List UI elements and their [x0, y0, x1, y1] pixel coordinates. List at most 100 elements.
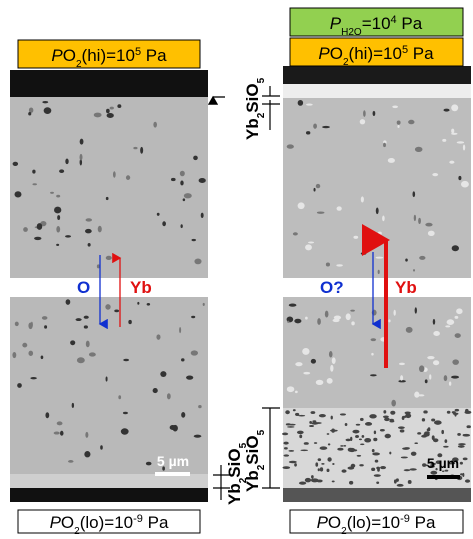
- particle: [414, 215, 416, 221]
- particle: [89, 352, 96, 356]
- pore: [417, 432, 421, 435]
- particle: [84, 451, 90, 457]
- pore: [408, 480, 412, 484]
- particle: [60, 431, 64, 436]
- text-part: (hi)=10: [82, 46, 135, 65]
- particle: [397, 125, 399, 128]
- pore: [458, 443, 466, 445]
- particle: [34, 237, 41, 240]
- pore: [372, 449, 375, 452]
- particle: [428, 231, 435, 236]
- pore: [350, 437, 352, 441]
- particle: [133, 147, 137, 149]
- dark-layer: [283, 66, 471, 84]
- pore: [443, 446, 449, 448]
- particle: [68, 460, 74, 463]
- pore: [283, 454, 289, 456]
- particle: [383, 143, 386, 147]
- particle: [167, 393, 171, 399]
- pore: [369, 414, 376, 418]
- text-part: O: [320, 278, 333, 297]
- silicate-layer: [283, 84, 471, 98]
- pore: [349, 448, 355, 452]
- particle: [337, 206, 342, 210]
- pore: [398, 426, 405, 429]
- pore: [376, 481, 379, 483]
- particle: [413, 269, 415, 271]
- particle: [414, 392, 419, 398]
- particle: [28, 112, 31, 116]
- particle: [413, 191, 416, 197]
- pore: [328, 443, 331, 445]
- particle: [353, 236, 358, 239]
- pore: [466, 425, 470, 428]
- pore: [293, 409, 296, 411]
- particle: [393, 310, 395, 316]
- particle: [186, 375, 193, 379]
- particle: [461, 181, 469, 188]
- text-part: O: [330, 44, 343, 63]
- particle: [162, 221, 166, 226]
- particle: [117, 104, 121, 108]
- dark-layer: [10, 70, 208, 97]
- particle: [363, 110, 366, 117]
- species-label: Yb: [395, 278, 417, 297]
- pore: [311, 422, 318, 425]
- particle: [433, 360, 439, 365]
- pore: [376, 467, 380, 470]
- particle: [295, 391, 298, 394]
- pore: [286, 423, 291, 425]
- particle: [303, 372, 310, 375]
- dark-layer: [10, 488, 208, 502]
- particle: [44, 325, 47, 328]
- pore: [410, 468, 417, 470]
- particle: [32, 170, 35, 174]
- particle: [140, 147, 143, 154]
- particle: [298, 100, 303, 106]
- particle: [110, 107, 114, 110]
- pore: [374, 431, 376, 435]
- pore: [327, 469, 330, 472]
- text-part: P: [318, 44, 330, 63]
- pore: [297, 431, 304, 434]
- particle: [44, 107, 52, 114]
- particle: [106, 197, 109, 200]
- particle: [88, 243, 91, 247]
- pore: [460, 462, 463, 465]
- pore: [300, 450, 308, 452]
- particle: [100, 445, 103, 449]
- particle: [444, 375, 448, 381]
- pore: [433, 438, 438, 442]
- text-part: Yb: [243, 118, 262, 140]
- particle: [371, 353, 373, 356]
- particle: [415, 147, 423, 152]
- particle: [54, 432, 60, 435]
- particle: [429, 374, 431, 379]
- pore: [372, 452, 380, 455]
- particle: [84, 325, 88, 328]
- particle: [415, 307, 417, 313]
- pore: [383, 415, 389, 418]
- particle: [194, 435, 202, 438]
- pore: [359, 439, 362, 441]
- particle: [65, 159, 68, 165]
- particle: [293, 232, 298, 235]
- text-part: SiO: [225, 448, 244, 477]
- particle: [181, 412, 185, 418]
- particle: [408, 120, 414, 124]
- pore: [352, 430, 359, 434]
- pore: [299, 435, 302, 439]
- pore: [343, 445, 346, 447]
- particle: [15, 322, 19, 327]
- text-part: 5: [256, 429, 267, 435]
- pore: [355, 435, 359, 438]
- pore: [340, 445, 343, 447]
- text-part: -9: [400, 513, 410, 525]
- pore: [414, 442, 418, 444]
- particle: [316, 380, 324, 385]
- particle: [294, 319, 301, 324]
- particle: [306, 104, 313, 106]
- particle: [302, 348, 309, 355]
- particle: [180, 180, 183, 185]
- particle: [199, 178, 206, 183]
